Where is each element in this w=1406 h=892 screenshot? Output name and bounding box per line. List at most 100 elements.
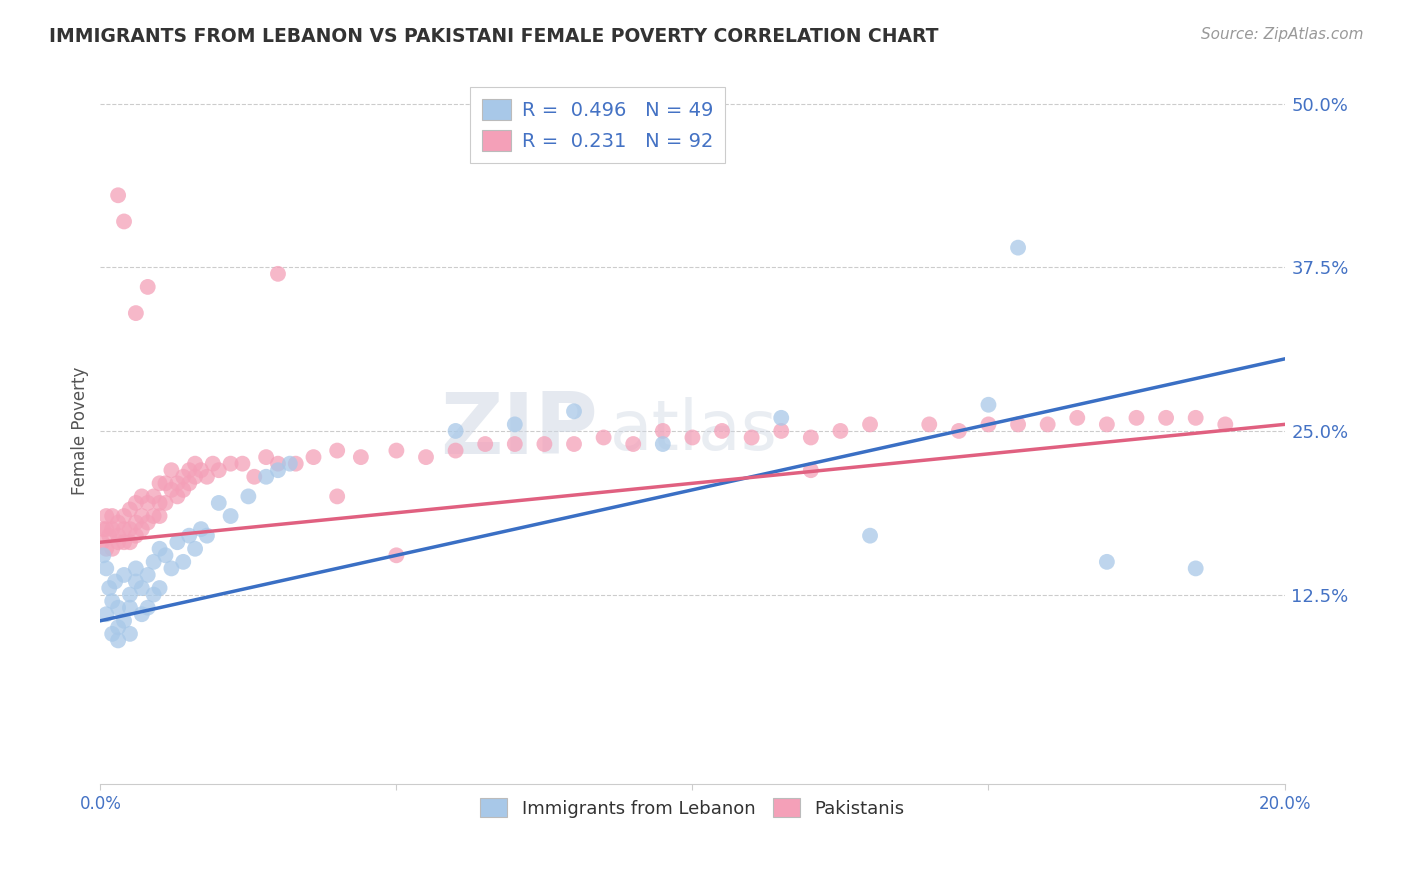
Point: [91, 549, 114, 563]
Point: [148, 581, 170, 595]
Point: [562, 437, 585, 451]
Point: [118, 535, 141, 549]
Point: [503, 437, 526, 451]
Point: [977, 417, 1000, 432]
Point: [770, 424, 793, 438]
Point: [1095, 417, 1118, 432]
Point: [125, 529, 148, 543]
Point: [195, 529, 218, 543]
Point: [254, 450, 277, 464]
Point: [1184, 410, 1206, 425]
Point: [1066, 410, 1088, 425]
Point: [474, 437, 496, 451]
Point: [267, 267, 290, 281]
Point: [96, 541, 118, 556]
Point: [107, 529, 129, 543]
Point: [101, 509, 124, 524]
Point: [118, 627, 141, 641]
Point: [125, 574, 148, 589]
Point: [101, 627, 124, 641]
Point: [98, 529, 121, 543]
Point: [104, 574, 127, 589]
Point: [148, 541, 170, 556]
Point: [184, 541, 207, 556]
Point: [160, 561, 183, 575]
Point: [592, 430, 614, 444]
Point: [444, 443, 467, 458]
Point: [131, 607, 153, 622]
Point: [96, 509, 118, 524]
Point: [101, 541, 124, 556]
Point: [101, 522, 124, 536]
Point: [1036, 417, 1059, 432]
Point: [385, 549, 408, 563]
Point: [131, 509, 153, 524]
Point: [208, 496, 231, 510]
Point: [326, 443, 349, 458]
Point: [562, 404, 585, 418]
Point: [503, 417, 526, 432]
Point: [326, 489, 349, 503]
Point: [711, 424, 734, 438]
Point: [155, 549, 177, 563]
Point: [201, 457, 224, 471]
Text: ZIP: ZIP: [440, 390, 598, 473]
Point: [107, 535, 129, 549]
Point: [195, 469, 218, 483]
Point: [125, 516, 148, 530]
Point: [1213, 417, 1236, 432]
Point: [131, 489, 153, 503]
Point: [136, 280, 159, 294]
Point: [96, 561, 118, 575]
Point: [107, 633, 129, 648]
Point: [142, 509, 165, 524]
Point: [160, 483, 183, 497]
Point: [107, 516, 129, 530]
Legend: Immigrants from Lebanon, Pakistanis: Immigrants from Lebanon, Pakistanis: [472, 790, 912, 825]
Point: [350, 450, 373, 464]
Point: [98, 581, 121, 595]
Point: [101, 594, 124, 608]
Point: [977, 398, 1000, 412]
Point: [125, 496, 148, 510]
Point: [148, 496, 170, 510]
Point: [172, 555, 194, 569]
Point: [1125, 410, 1147, 425]
Text: IMMIGRANTS FROM LEBANON VS PAKISTANI FEMALE POVERTY CORRELATION CHART: IMMIGRANTS FROM LEBANON VS PAKISTANI FEM…: [49, 27, 939, 45]
Point: [131, 522, 153, 536]
Point: [112, 214, 135, 228]
Point: [651, 437, 673, 451]
Point: [1007, 417, 1029, 432]
Point: [278, 457, 301, 471]
Point: [155, 496, 177, 510]
Point: [118, 522, 141, 536]
Point: [112, 614, 135, 628]
Point: [444, 424, 467, 438]
Point: [160, 463, 183, 477]
Point: [800, 463, 823, 477]
Point: [1154, 410, 1177, 425]
Point: [118, 600, 141, 615]
Point: [107, 600, 129, 615]
Point: [166, 476, 188, 491]
Point: [91, 522, 114, 536]
Point: [859, 417, 882, 432]
Point: [136, 568, 159, 582]
Point: [800, 430, 823, 444]
Point: [533, 437, 555, 451]
Point: [166, 535, 188, 549]
Point: [302, 450, 325, 464]
Point: [112, 535, 135, 549]
Point: [1095, 555, 1118, 569]
Point: [231, 457, 253, 471]
Point: [219, 457, 242, 471]
Point: [91, 535, 114, 549]
Point: [219, 509, 242, 524]
Point: [284, 457, 307, 471]
Point: [112, 568, 135, 582]
Point: [651, 424, 673, 438]
Point: [179, 476, 201, 491]
Point: [136, 516, 159, 530]
Point: [136, 600, 159, 615]
Point: [125, 306, 148, 320]
